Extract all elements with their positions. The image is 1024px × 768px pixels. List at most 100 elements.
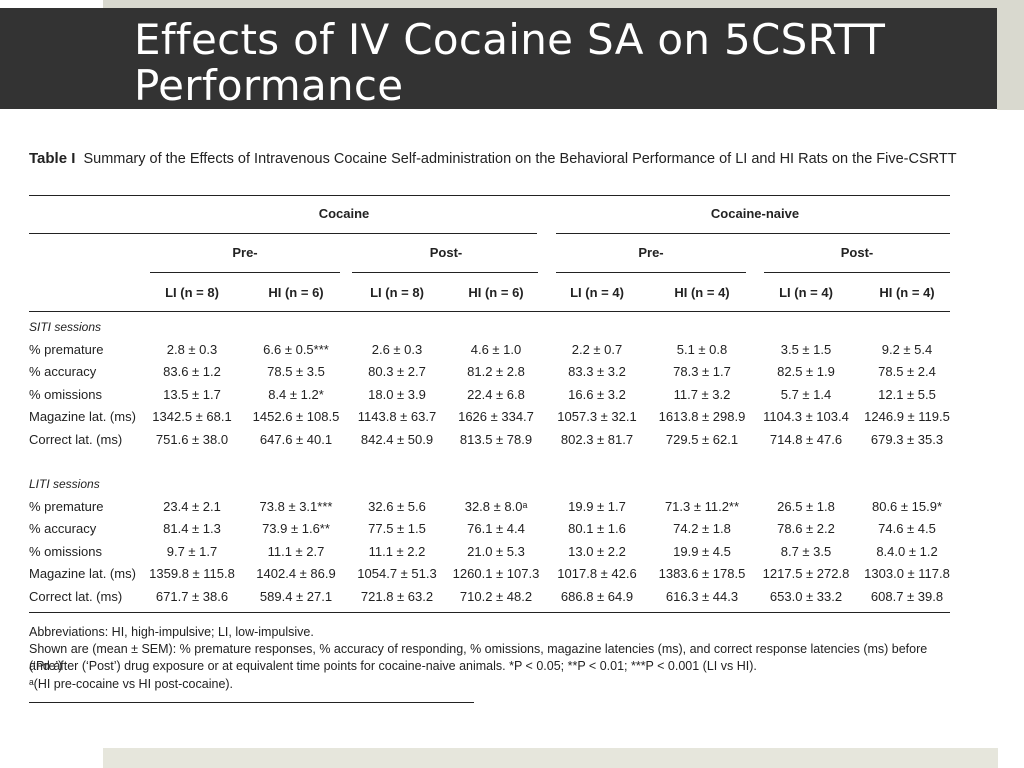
table-cell: 2.2 ± 0.7 — [571, 342, 623, 357]
header-bottom-rule — [29, 311, 950, 312]
table-cell: 1017.8 ± 42.6 — [557, 566, 637, 582]
bottom-accent-band — [103, 748, 998, 768]
table-label: Table I — [29, 150, 76, 167]
table-cell: 11.1 ± 2.7 — [267, 543, 325, 559]
table-cell: 714.8 ± 47.6 — [769, 431, 843, 447]
table-bottom-rule — [29, 612, 950, 613]
table-cell: 686.8 ± 64.9 — [560, 588, 634, 604]
table-cell: 13.5 ± 1.7 — [163, 386, 221, 402]
column-header: LI (n = 4) — [779, 285, 833, 300]
table-cell: 1383.6 ± 178.5 — [658, 566, 746, 582]
table-cell: 671.7 ± 38.6 — [155, 588, 229, 604]
phase-rule-3 — [556, 272, 746, 273]
top-accent-band — [103, 0, 998, 8]
table-cell: 76.1 ± 4.4 — [467, 521, 525, 537]
table-cell: 842.4 ± 50.9 — [360, 431, 434, 447]
table-cell: 21.0 ± 5.3 — [467, 543, 525, 559]
table-cell: 608.7 ± 39.8 — [870, 588, 944, 604]
row-label: % omissions — [29, 386, 102, 402]
group-header: Cocaine-naive — [710, 206, 800, 221]
table-cell: 74.6 ± 4.5 — [878, 521, 936, 537]
table-cell: 13.0 ± 2.2 — [568, 543, 626, 559]
table-cell: 813.5 ± 78.9 — [459, 431, 533, 447]
column-header: HI (n = 4) — [674, 285, 730, 300]
table-cell: 589.4 ± 27.1 — [259, 588, 333, 604]
table-cell: 78.3 ± 1.7 — [673, 364, 731, 380]
footnote-shown-line-1: Shown are (mean ± SEM): % premature resp… — [29, 642, 928, 673]
table-cell: 1057.3 ± 32.1 — [557, 409, 637, 425]
table-cell: 710.2 ± 48.2 — [459, 588, 533, 604]
slide-title-line-2: Performance — [134, 61, 404, 110]
table-cell: 1104.3 ± 103.4 — [763, 409, 849, 425]
row-label: Correct lat. (ms) — [29, 588, 123, 604]
table-cell: 23.4 ± 2.1 — [163, 499, 221, 514]
row-label: Correct lat. (ms) — [29, 431, 123, 447]
table-caption: Table I Summary of the Effects of Intrav… — [29, 150, 959, 168]
row-label: % premature — [29, 342, 104, 357]
table-cell: 81.4 ± 1.3 — [163, 521, 221, 537]
table-cell: 73.8 ± 3.1*** — [259, 499, 333, 514]
table-cell: 1342.5 ± 68.1 — [152, 409, 232, 425]
table-cell: 8.4 ± 1.2* — [268, 386, 324, 402]
table-cell: 80.6 ± 15.9* — [871, 499, 943, 514]
table-cell: 729.5 ± 62.1 — [665, 431, 739, 447]
table-cell: 16.6 ± 3.2 — [568, 386, 626, 402]
table-caption-text: Summary of the Effects of Intravenous Co… — [83, 151, 957, 167]
table-cell: 647.6 ± 40.1 — [259, 431, 333, 447]
table-cell: 1054.7 ± 51.3 — [357, 566, 437, 582]
table-cell: 12.1 ± 5.5 — [878, 386, 936, 402]
table-cell: 616.3 ± 44.3 — [665, 588, 739, 604]
table-cell: 11.1 ± 2.2 — [368, 543, 426, 559]
table-cell: 2.8 ± 0.3 — [166, 342, 218, 357]
top-left-margin — [0, 0, 103, 8]
table-cell: 22.4 ± 6.8 — [467, 386, 525, 402]
slide-title-line-1: Effects of IV Cocaine SA on 5CSRTT — [134, 15, 886, 64]
table-cell: 8.4.0 ± 1.2 — [876, 543, 938, 559]
footnote-rule — [29, 702, 474, 703]
phase-header: Post- — [840, 245, 874, 260]
naive-group-rule — [556, 233, 950, 234]
table-cell: 1452.6 ± 108.5 — [252, 409, 340, 425]
cocaine-group-rule — [29, 233, 537, 234]
table-cell: 32.8 ± 8.0ᵃ — [464, 499, 528, 514]
slide-title-bar: Effects of IV Cocaine SA on 5CSRTT Perfo… — [0, 8, 997, 109]
row-label: % accuracy — [29, 521, 97, 537]
table-cell: 1217.5 ± 272.8 — [762, 566, 850, 582]
table-cell: 1260.1 ± 107.3 — [452, 566, 540, 582]
slide-title: Effects of IV Cocaine SA on 5CSRTT Perfo… — [134, 17, 984, 109]
table-cell: 3.5 ± 1.5 — [780, 342, 832, 357]
row-label: % omissions — [29, 543, 102, 559]
table-cell: 1626 ± 334.7 — [458, 409, 534, 425]
table-cell: 32.6 ± 5.6 — [368, 499, 426, 514]
section-title: SITI sessions — [29, 320, 102, 334]
table-cell: 4.6 ± 1.0 — [470, 342, 522, 357]
footnote-a: ᵃ(HI pre-cocaine vs HI post-cocaine). — [29, 677, 234, 691]
table-cell: 82.5 ± 1.9 — [777, 364, 835, 380]
row-label: Magazine lat. (ms) — [29, 409, 136, 425]
table-cell: 6.6 ± 0.5*** — [263, 342, 329, 357]
phase-rule-2 — [352, 272, 538, 273]
table-cell: 8.7 ± 3.5 — [780, 543, 832, 559]
right-accent-band — [997, 0, 1024, 110]
phase-header: Pre- — [232, 245, 258, 260]
column-header: HI (n = 6) — [468, 285, 524, 300]
table-cell: 78.5 ± 2.4 — [878, 364, 936, 380]
table-cell: 5.7 ± 1.4 — [780, 386, 832, 402]
row-label: Magazine lat. (ms) — [29, 566, 136, 582]
table-cell: 26.5 ± 1.8 — [777, 499, 835, 514]
table-cell: 1143.8 ± 63.7 — [357, 409, 437, 425]
column-header: LI (n = 8) — [165, 285, 219, 300]
table-cell: 83.6 ± 1.2 — [163, 364, 221, 380]
table-cell: 19.9 ± 1.7 — [568, 499, 626, 514]
table-cell: 77.5 ± 1.5 — [368, 521, 426, 537]
column-header: LI (n = 4) — [570, 285, 624, 300]
phase-rule-4 — [764, 272, 950, 273]
column-header: HI (n = 6) — [268, 285, 324, 300]
table-cell: 679.3 ± 35.3 — [870, 431, 944, 447]
table-cell: 11.7 ± 3.2 — [673, 386, 731, 402]
table-cell: 73.9 ± 1.6** — [262, 521, 330, 537]
row-label: % premature — [29, 499, 104, 514]
footnote-abbreviations: Abbreviations: HI, high-impulsive; LI, l… — [29, 625, 314, 639]
table-cell: 19.9 ± 4.5 — [673, 543, 731, 559]
table-cell: 78.6 ± 2.2 — [777, 521, 835, 537]
